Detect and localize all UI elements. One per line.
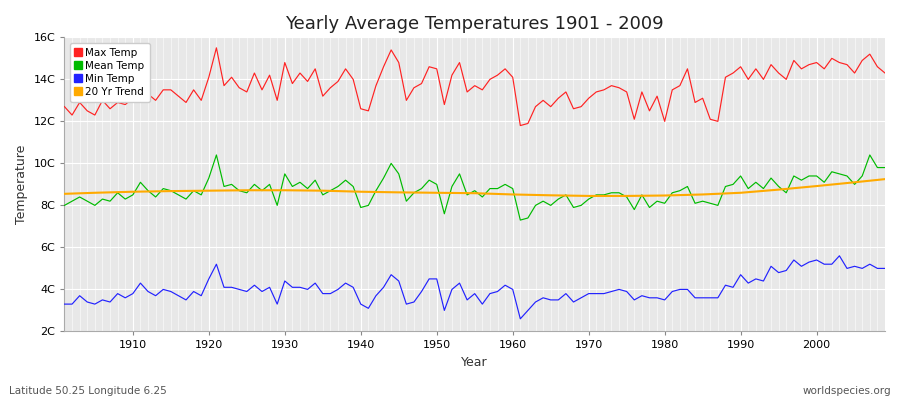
Title: Yearly Average Temperatures 1901 - 2009: Yearly Average Temperatures 1901 - 2009 — [285, 15, 664, 33]
Text: worldspecies.org: worldspecies.org — [803, 386, 891, 396]
X-axis label: Year: Year — [462, 356, 488, 369]
Text: Latitude 50.25 Longitude 6.25: Latitude 50.25 Longitude 6.25 — [9, 386, 166, 396]
Y-axis label: Temperature: Temperature — [15, 145, 28, 224]
Legend: Max Temp, Mean Temp, Min Temp, 20 Yr Trend: Max Temp, Mean Temp, Min Temp, 20 Yr Tre… — [69, 42, 149, 102]
